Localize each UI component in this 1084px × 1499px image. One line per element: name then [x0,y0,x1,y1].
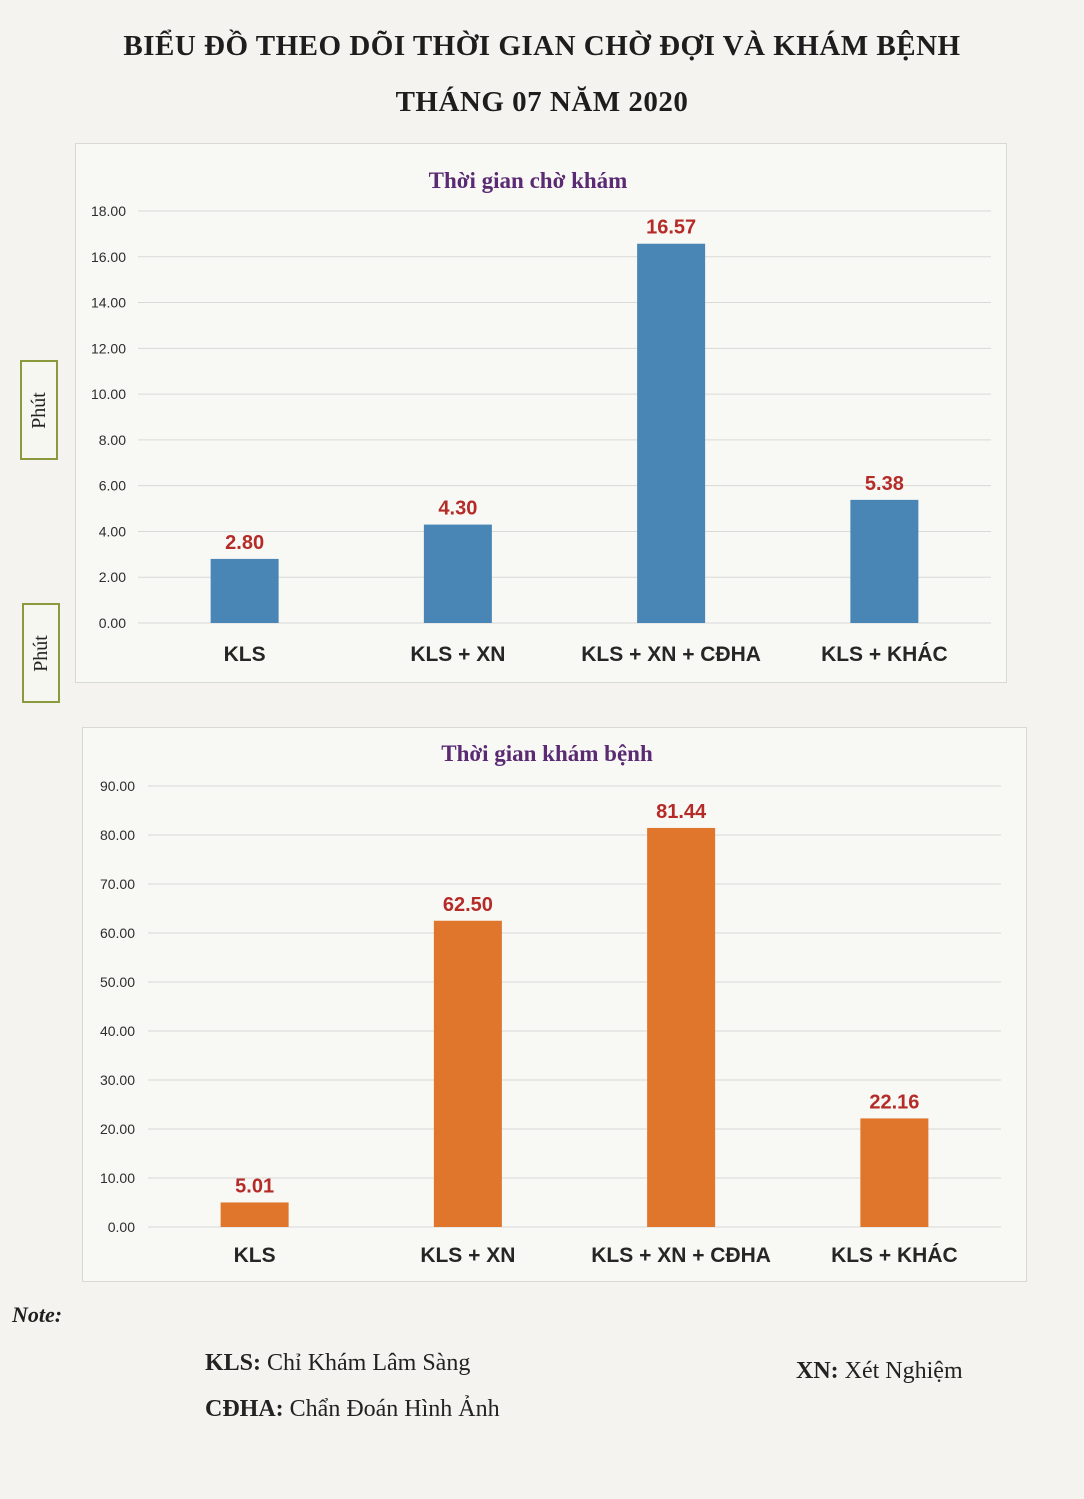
note-xn: XN: Xét Nghiệm [796,1358,963,1385]
note-xn-value: Xét Nghiệm [844,1358,963,1384]
data-label: 4.30 [438,498,477,520]
x-category-label: KLS [224,643,266,666]
unit-label-bottom: Phút [29,634,52,672]
bar [647,827,716,1227]
bar [860,1118,929,1227]
note-kls: KLS: Chỉ Khám Lâm Sàng [205,1350,470,1377]
y-tick-label: 90.00 [100,778,135,794]
data-label: 62.50 [443,894,493,916]
y-tick-label: 12.00 [91,340,126,356]
y-tick-label: 2.00 [99,569,126,585]
y-tick-label: 14.00 [91,295,126,311]
note-kls-key: KLS: [205,1350,262,1376]
chart-title: Thời gian khám bệnh [441,741,653,766]
chart-title: Thời gian chờ khám [429,168,628,193]
y-tick-label: 30.00 [100,1072,135,1088]
waiting-time-chart: Thời gian chờ khám 0.00 2.00 4.00 6.00 8.00 10… [75,143,1007,683]
x-category-label: KLS + XN + CĐHA [591,1244,771,1267]
y-tick-label: 18.00 [91,203,126,219]
y-tick-label: 0.00 [108,1219,135,1235]
x-category-label: KLS + XN + CĐHA [581,643,761,666]
y-tick-label: 70.00 [100,876,135,892]
data-label: 2.80 [225,532,264,554]
note-cdha: CĐHA: Chẩn Đoán Hình Ảnh [205,1396,500,1423]
exam-time-chart: Thời gian khám bệnh 0.00 10.00 20.00 30.00 40… [82,727,1027,1282]
bar [423,524,492,623]
y-tick-label: 80.00 [100,827,135,843]
x-category-label: KLS + XN [410,643,505,666]
waiting-time-chart-svg: Thời gian chờ khám 0.00 2.00 4.00 6.00 8.00 10… [91,168,991,666]
unit-label-box-bottom: Phút [22,603,60,703]
y-tick-label: 50.00 [100,974,135,990]
exam-time-chart-svg: Thời gian khám bệnh 0.00 10.00 20.00 30.00 40… [100,741,1001,1267]
bar [850,499,919,623]
note-heading: Note: [12,1302,63,1327]
data-label: 5.38 [865,473,904,495]
y-tick-label: 16.00 [91,249,126,265]
y-tick-label: 4.00 [99,523,126,539]
note-kls-value: Chỉ Khám Lâm Sàng [267,1350,471,1376]
page-title-line-2: THÁNG 07 NĂM 2020 [395,86,689,118]
x-category-label: KLS + KHÁC [831,1244,958,1267]
y-tick-label: 8.00 [99,432,126,448]
bar [637,243,706,623]
y-tick-label: 20.00 [100,1121,135,1137]
page-title-line-1: BIỂU ĐỒ THEO DÕI THỜI GIAN CHỜ ĐỢI VÀ KH… [123,30,961,62]
x-category-label: KLS + KHÁC [821,643,948,666]
data-label: 22.16 [869,1091,919,1113]
bar [210,558,279,623]
data-label: 81.44 [656,801,707,823]
y-tick-label: 6.00 [99,478,126,494]
bar [220,1202,289,1227]
unit-label-box-top: Phút [20,360,58,460]
y-tick-label: 40.00 [100,1023,135,1039]
y-tick-label: 0.00 [99,615,126,631]
unit-label-top: Phút [27,391,50,429]
x-category-label: KLS [234,1244,276,1267]
x-category-label: KLS + XN [420,1244,515,1267]
y-tick-label: 10.00 [100,1170,135,1186]
y-tick-label: 10.00 [91,386,126,402]
bar [433,920,502,1227]
note-cdha-key: CĐHA: [205,1396,284,1422]
note-xn-key: XN: [796,1358,839,1384]
note-cdha-value: Chẩn Đoán Hình Ảnh [289,1396,500,1422]
data-label: 5.01 [235,1175,274,1197]
data-label: 16.57 [646,217,696,239]
y-tick-label: 60.00 [100,925,135,941]
